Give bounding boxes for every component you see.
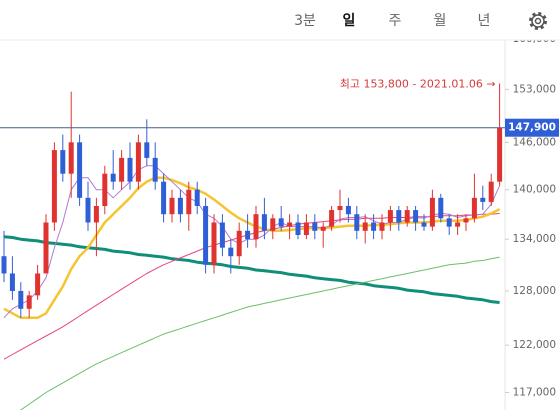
y-tick-label: 128,000: [513, 285, 556, 297]
moving-average-line: [19, 256, 500, 410]
moving-average-line: [3, 176, 501, 320]
candle-body: [303, 222, 309, 236]
last-price-label: 147,900: [508, 122, 556, 134]
candle-body: [9, 273, 15, 291]
candle-body: [194, 189, 200, 206]
candle-body: [35, 273, 41, 296]
candle-body: [93, 205, 99, 223]
candle-body: [161, 181, 167, 215]
candle-body: [102, 173, 108, 206]
moving-average-line: [3, 212, 500, 360]
candle-body: [152, 157, 158, 182]
candle-body: [480, 197, 486, 202]
candle-body: [177, 197, 183, 215]
candle-body: [270, 218, 276, 231]
price-axis: 160,000153,000146,000140,000134,000128,0…: [504, 33, 556, 410]
candle-body: [379, 222, 385, 231]
period-tab[interactable]: 일: [343, 13, 356, 29]
period-tab[interactable]: 년: [478, 13, 491, 29]
settings-icon[interactable]: [529, 12, 547, 30]
high-annotation: 최고 153,800 - 2021.01.06 →: [340, 78, 496, 91]
candle-body: [144, 142, 150, 158]
candle-body: [371, 222, 377, 231]
candle-body: [438, 197, 444, 219]
candle-body: [387, 210, 393, 223]
y-tick-label: 122,000: [513, 339, 556, 351]
candle-body: [362, 222, 368, 231]
y-tick-label: 134,000: [513, 233, 556, 245]
y-tick-label: 140,000: [513, 184, 556, 196]
candle-body: [186, 189, 192, 215]
gear-teeth: [529, 12, 547, 30]
period-tab[interactable]: 월: [434, 13, 447, 29]
candle-body: [421, 222, 427, 227]
plot-area: [1, 83, 503, 410]
candle-body: [404, 210, 410, 223]
candle-body: [60, 150, 66, 174]
candle-body: [278, 218, 284, 227]
candle-body: [77, 142, 83, 198]
candle-body: [43, 222, 49, 274]
candle-body: [18, 290, 24, 309]
candle-body: [68, 142, 74, 174]
candle-body: [413, 210, 419, 223]
candle-body: [455, 222, 461, 227]
candle-body: [295, 222, 301, 236]
header-bg: [0, 0, 559, 40]
candle-body: [429, 197, 435, 227]
candle-body: [320, 226, 326, 231]
gear-body: [531, 14, 545, 28]
candle-body: [446, 218, 452, 227]
candle-body: [219, 222, 225, 248]
period-tab[interactable]: 3분: [294, 13, 316, 29]
period-tabs: 3분 일 주 월 년: [294, 13, 490, 29]
candle-body: [488, 181, 494, 202]
period-tab[interactable]: 주: [389, 13, 402, 29]
candle-body: [287, 222, 293, 227]
candle-body: [26, 295, 32, 309]
gear-hole: [534, 17, 542, 25]
candle-body: [497, 127, 503, 182]
candle-body: [119, 157, 125, 182]
candle-body: [51, 150, 57, 223]
y-tick-label: 153,000: [513, 83, 556, 95]
candle-body: [228, 247, 234, 257]
last-price-box: [505, 118, 559, 137]
candle-body: [135, 142, 141, 182]
y-tick-label: 117,000: [513, 386, 556, 398]
y-tick-label: 146,000: [513, 136, 556, 148]
candle-body: [85, 197, 91, 223]
candle-body: [345, 205, 351, 215]
candle-body: [337, 205, 343, 211]
candle-body: [110, 173, 116, 182]
candle-body: [203, 205, 209, 265]
candle-body: [261, 214, 267, 231]
candle-body: [211, 222, 217, 265]
candle-body: [354, 214, 360, 231]
candle-body: [329, 210, 335, 227]
candle-body: [253, 214, 259, 240]
candle-body: [236, 230, 242, 257]
candle-body: [396, 210, 402, 223]
candle-body: [312, 222, 318, 231]
candle-body: [245, 230, 251, 240]
candle-body: [463, 218, 469, 223]
candle-body: [471, 197, 477, 219]
candle-body: [169, 197, 175, 215]
candle-body: [1, 256, 7, 274]
candle-body: [127, 157, 133, 182]
